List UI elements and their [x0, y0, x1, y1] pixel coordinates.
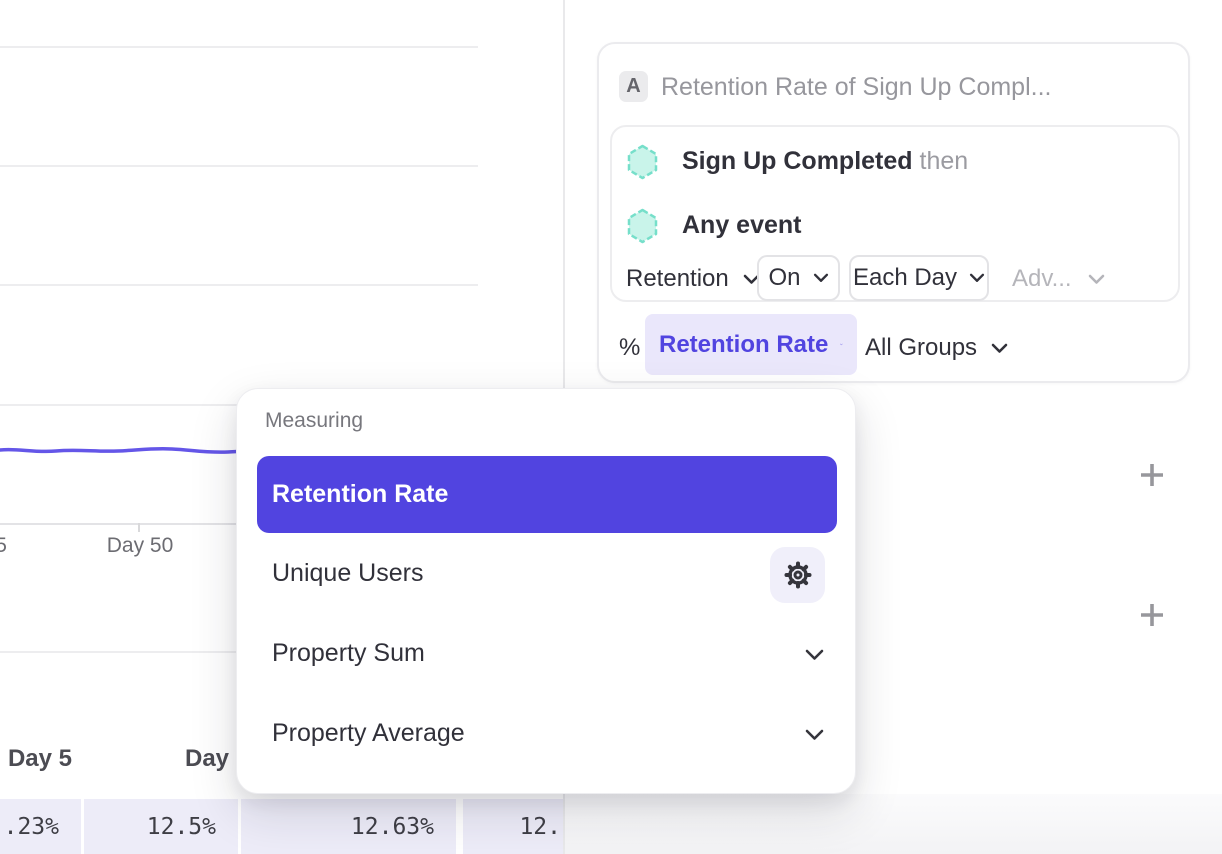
add-metric-button[interactable] [1139, 462, 1165, 488]
add-section-button[interactable] [1139, 602, 1165, 628]
percent-label: % [619, 334, 641, 361]
then-label [913, 147, 920, 175]
advanced-dropdown[interactable]: Adv... [1012, 265, 1105, 293]
table-cell[interactable]: .23% [0, 799, 81, 854]
menu-item-retention-rate[interactable]: Retention Rate [257, 456, 837, 533]
table-cell[interactable]: 12. [463, 799, 563, 854]
measuring-dropdown-menu: Measuring Retention Rate Unique Users [236, 388, 856, 794]
event-hexagon-icon [627, 208, 658, 244]
groups-dropdown[interactable]: All Groups [865, 334, 1008, 362]
chevron-down-icon [1088, 274, 1104, 284]
table-header-day6: Day [185, 745, 230, 772]
chevron-down-icon[interactable] [805, 729, 824, 741]
chevron-down-icon [813, 273, 828, 282]
measure-dropdown-chip[interactable]: Retention Rate [645, 314, 857, 375]
event-steps-card: Sign Up Completed then Any event Retenti… [610, 125, 1180, 302]
unique-users-settings-button[interactable] [770, 547, 825, 603]
chevron-down-icon [969, 273, 985, 282]
chevron-down-icon [840, 343, 843, 346]
menu-item-property-average[interactable]: Property Average [272, 719, 465, 747]
gridline [0, 165, 478, 167]
x-axis-tick [138, 523, 140, 532]
chevron-down-icon [991, 343, 1008, 353]
menu-item-unique-users[interactable]: Unique Users [272, 559, 424, 587]
each-day-dropdown-button[interactable]: Each Day [849, 255, 989, 301]
menu-item-property-sum[interactable]: Property Sum [272, 639, 425, 667]
table-header-day5: Day 5 [7, 745, 73, 772]
table-cell[interactable]: 12.63% [241, 799, 456, 854]
bottom-right-strip [565, 794, 1222, 854]
event-step-1[interactable]: Sign Up Completed then [682, 147, 969, 175]
on-dropdown-button[interactable]: On [757, 255, 840, 301]
chevron-down-icon [743, 274, 760, 284]
gridline [0, 46, 478, 48]
x-axis-label-partial: Day 45 [0, 534, 7, 557]
series-badge: A [619, 71, 648, 102]
event-step-2[interactable]: Any event [682, 211, 802, 239]
then-label: then [919, 147, 969, 175]
gridline [0, 284, 478, 286]
plus-icon [1141, 464, 1163, 486]
x-axis-label-day50: Day 50 [106, 534, 174, 557]
plus-icon [1141, 604, 1163, 626]
report-title[interactable]: Retention Rate of Sign Up Compl... [661, 73, 1052, 101]
query-builder-card: A Retention Rate of Sign Up Compl... Sig… [597, 42, 1190, 383]
menu-heading: Measuring [265, 409, 364, 432]
event-hexagon-icon [627, 144, 658, 180]
table-cell[interactable]: 12.5% [84, 799, 238, 854]
retention-type-dropdown[interactable]: Retention [626, 265, 760, 293]
chevron-down-icon[interactable] [805, 649, 824, 661]
gear-icon [784, 561, 811, 589]
